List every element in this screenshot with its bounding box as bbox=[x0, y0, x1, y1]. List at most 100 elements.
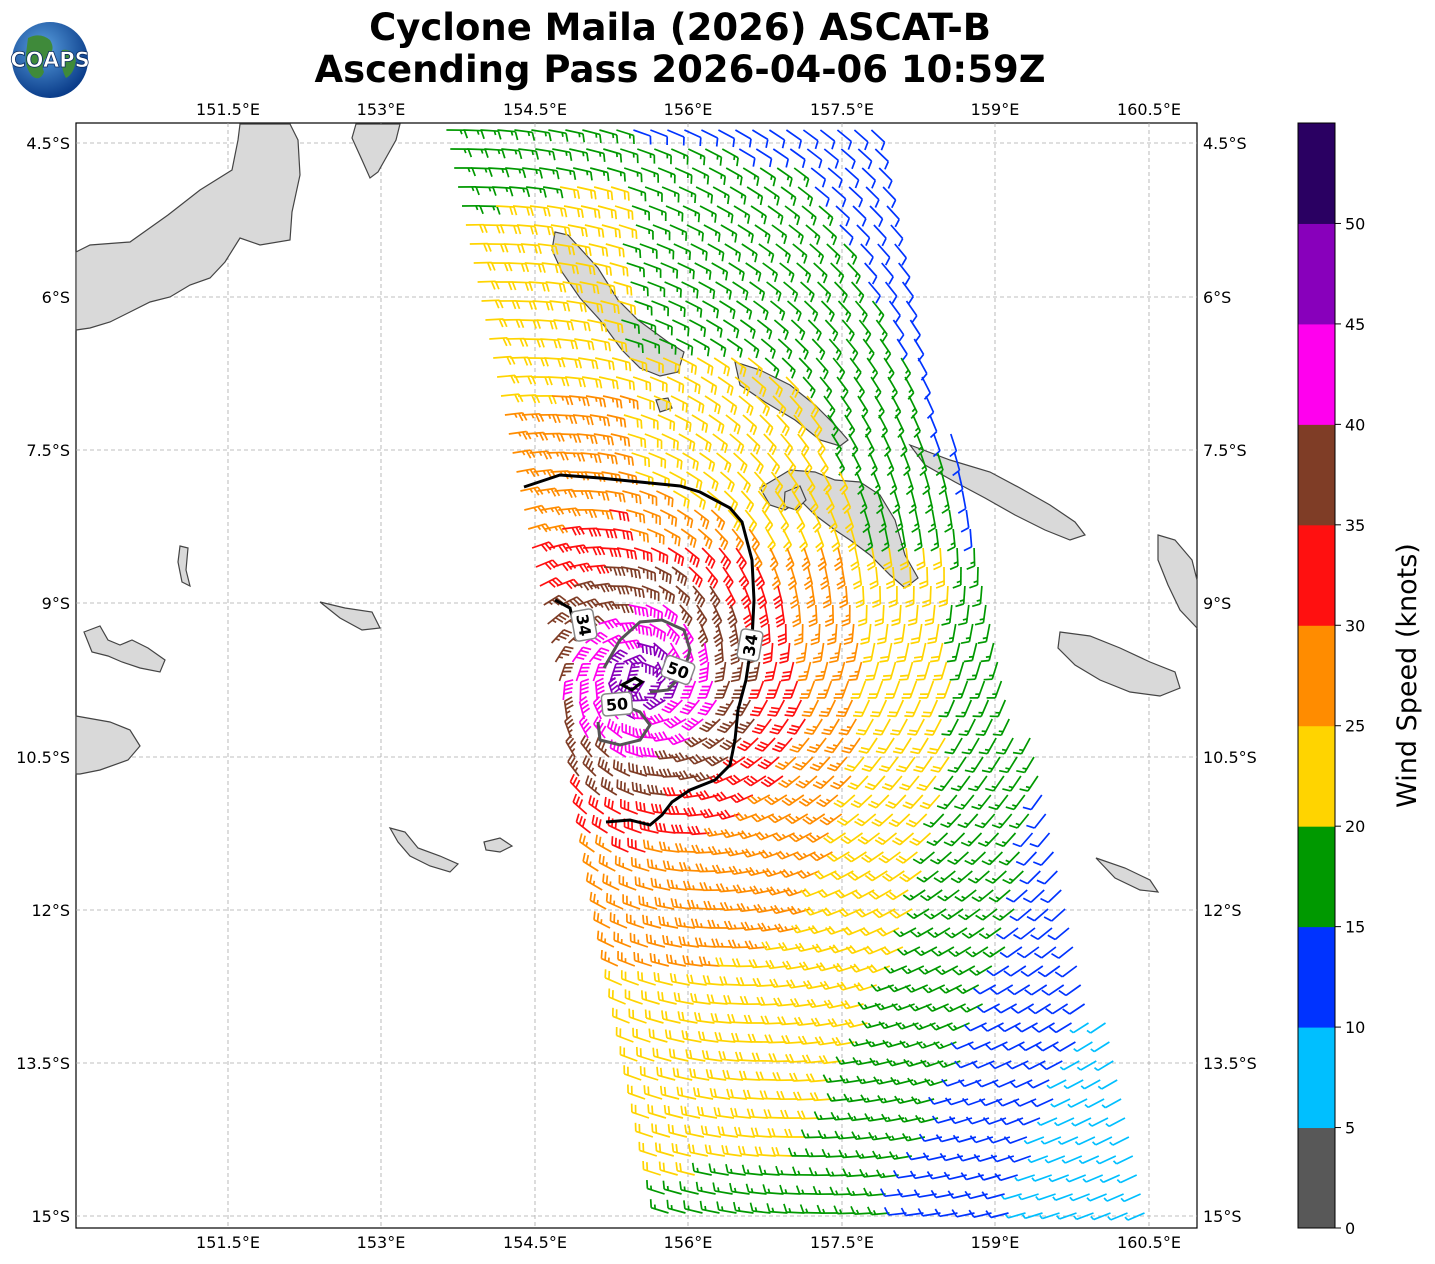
wind-barb bbox=[812, 642, 825, 664]
wind-barb bbox=[589, 891, 607, 910]
wind-barb bbox=[698, 661, 710, 684]
wind-barb bbox=[760, 338, 776, 359]
lon-tick-label: 151.5°E bbox=[196, 100, 260, 119]
wind-barb bbox=[907, 604, 919, 627]
wind-barb bbox=[802, 376, 816, 399]
wind-barb bbox=[562, 525, 585, 536]
wind-barb bbox=[657, 991, 677, 1005]
wind-barb bbox=[542, 186, 564, 199]
wind-barb bbox=[858, 737, 878, 754]
wind-barb bbox=[815, 357, 829, 380]
lon-tick-label: 153°E bbox=[357, 100, 406, 119]
wind-barb bbox=[690, 918, 713, 929]
wind-barb bbox=[719, 471, 735, 493]
wind-barb bbox=[986, 680, 1003, 699]
wind-barb bbox=[611, 836, 629, 853]
wind-barb bbox=[961, 927, 985, 939]
wind-barb bbox=[903, 1058, 927, 1068]
louisiade-archipelago bbox=[75, 715, 141, 775]
wind-barb bbox=[593, 186, 614, 201]
wind-barb bbox=[857, 148, 873, 170]
wind-barb bbox=[1026, 813, 1047, 829]
wind-barb bbox=[768, 1053, 791, 1063]
wind-barb bbox=[847, 262, 861, 285]
wind-barb bbox=[591, 814, 608, 834]
wind-barb bbox=[876, 623, 889, 645]
wind-barb bbox=[605, 893, 624, 910]
wind-barb bbox=[859, 490, 868, 515]
wind-barb bbox=[757, 756, 780, 770]
wind-barb bbox=[590, 582, 614, 593]
makira-island bbox=[1095, 857, 1160, 893]
wind-barb bbox=[743, 775, 767, 787]
wind-barb bbox=[895, 1021, 919, 1030]
wind-barb bbox=[593, 433, 615, 446]
wind-barb bbox=[695, 433, 712, 453]
wind-barb bbox=[824, 925, 849, 935]
wind-barb bbox=[746, 433, 761, 455]
wind-barb bbox=[1015, 851, 1038, 866]
wind-barb bbox=[620, 970, 639, 986]
wind-barb bbox=[588, 490, 610, 501]
wind-barb bbox=[865, 433, 875, 457]
wind-barb bbox=[509, 186, 531, 198]
wind-barb bbox=[835, 699, 854, 718]
wind-barb bbox=[588, 795, 605, 815]
wind-barb bbox=[916, 870, 939, 883]
wind-barb bbox=[575, 262, 596, 276]
wind-barb bbox=[1051, 946, 1074, 959]
wind-barb bbox=[512, 449, 536, 459]
wind-barb bbox=[855, 908, 879, 918]
colorbar-tick-label: 10 bbox=[1345, 1018, 1365, 1037]
wind-barb bbox=[786, 300, 802, 322]
wind-barb bbox=[771, 832, 795, 842]
wind-barb bbox=[796, 869, 820, 879]
wind-barb bbox=[839, 224, 854, 246]
wind-barb bbox=[779, 262, 795, 283]
wind-barb bbox=[627, 837, 646, 853]
wind-barb bbox=[909, 832, 932, 846]
new-ireland-island bbox=[351, 123, 401, 179]
wind-barb bbox=[727, 939, 750, 949]
wind-barb bbox=[742, 414, 758, 436]
wind-barb bbox=[967, 870, 990, 884]
wind-barb bbox=[832, 962, 857, 973]
wind-barb bbox=[694, 262, 712, 280]
wind-barb bbox=[910, 927, 934, 938]
wind-barb bbox=[718, 1050, 740, 1062]
wind-barb bbox=[926, 832, 949, 847]
wind-barb bbox=[861, 756, 882, 773]
wind-barb bbox=[813, 262, 828, 284]
wind-barb bbox=[807, 924, 832, 935]
wind-barb bbox=[972, 984, 997, 995]
wind-barb bbox=[523, 338, 545, 348]
wind-barb bbox=[989, 699, 1007, 718]
wind-barb bbox=[896, 946, 921, 956]
wind-barb bbox=[749, 281, 766, 301]
wind-barb bbox=[694, 937, 716, 948]
wind-barb bbox=[876, 927, 900, 937]
wind-barb bbox=[747, 661, 761, 682]
wind-barb bbox=[674, 414, 692, 432]
wind-barb bbox=[871, 300, 885, 323]
wind-barb bbox=[789, 585, 800, 609]
wind-barb bbox=[656, 243, 675, 260]
wind-barb bbox=[720, 224, 738, 243]
wind-barb bbox=[531, 376, 553, 386]
wind-barb bbox=[961, 737, 980, 755]
plot-title-line-1: Cyclone Maila (2026) ASCAT-B bbox=[369, 6, 991, 49]
wind-barb bbox=[963, 642, 978, 663]
wind-barb bbox=[995, 927, 1019, 940]
wind-barb bbox=[977, 623, 991, 644]
wind-barb bbox=[883, 965, 908, 974]
wind-barb bbox=[1039, 1060, 1063, 1071]
wind-barb bbox=[597, 756, 614, 777]
wind-barb bbox=[596, 528, 618, 539]
wind-barb bbox=[760, 775, 784, 788]
wind-barb bbox=[719, 300, 736, 320]
wind-barb bbox=[746, 186, 764, 206]
wind-barb bbox=[742, 167, 760, 186]
wind-barb bbox=[652, 1047, 672, 1062]
wind-barb bbox=[1014, 1022, 1038, 1033]
colorbar-tick-label: 20 bbox=[1345, 817, 1365, 836]
